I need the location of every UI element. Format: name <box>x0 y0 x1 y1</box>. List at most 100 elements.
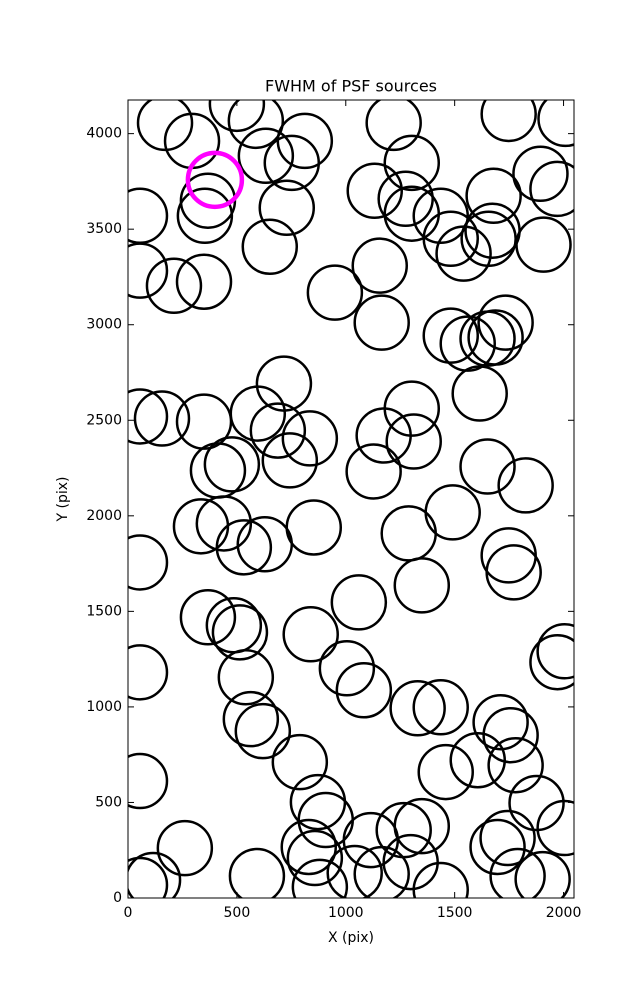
x-tick-label: 500 <box>224 905 251 921</box>
source-circle <box>236 516 294 573</box>
y-tick-label: 0 <box>113 890 122 906</box>
source-circle <box>128 534 169 591</box>
source-circle <box>241 218 299 276</box>
source-circle <box>217 649 275 706</box>
y-tick-label: 2000 <box>86 508 122 524</box>
source-circle <box>485 544 542 601</box>
source-circle <box>351 237 408 294</box>
source-circle <box>271 733 329 791</box>
source-circle <box>383 134 441 192</box>
source-circle <box>365 100 422 152</box>
source-circle <box>227 100 285 150</box>
source-circle <box>377 170 434 228</box>
source-circle <box>208 100 266 133</box>
y-tick-label: 4000 <box>86 126 122 142</box>
source-circle <box>175 253 233 310</box>
source-circle <box>222 690 280 748</box>
source-circle <box>422 210 479 267</box>
source-circle <box>342 811 400 869</box>
source-circle <box>459 438 516 495</box>
source-circle <box>417 743 474 801</box>
y-axis-label: Y (pix) <box>55 477 71 523</box>
source-circle <box>439 315 496 372</box>
source-circle <box>536 623 574 680</box>
source-circle <box>249 402 307 459</box>
y-tick-label: 500 <box>95 794 122 810</box>
source-circle <box>487 736 544 794</box>
source-circle <box>306 264 364 321</box>
source-circle <box>128 851 182 898</box>
source-circle <box>480 100 537 143</box>
source-circle <box>412 187 469 245</box>
source-circle <box>335 662 393 719</box>
source-circle <box>514 850 571 898</box>
source-circle <box>460 210 517 267</box>
source-circle <box>237 127 295 185</box>
source-circle <box>229 385 287 442</box>
source-circle <box>472 693 529 751</box>
source-circle <box>479 809 536 867</box>
marks <box>128 100 574 898</box>
source-circle <box>465 167 522 224</box>
source-circle <box>145 257 203 314</box>
source-circle <box>136 100 194 152</box>
source-circle <box>512 145 569 203</box>
source-circle <box>326 844 383 898</box>
source-circle <box>529 160 574 218</box>
source-circle <box>330 574 388 631</box>
source-circle <box>280 818 338 876</box>
source-circle <box>389 679 446 737</box>
source-circle <box>345 443 402 500</box>
source-circle <box>263 134 321 192</box>
source-circle <box>451 365 508 422</box>
source-circle <box>185 150 245 210</box>
x-tick-label: 0 <box>124 905 133 921</box>
y-tick-label: 1500 <box>86 603 122 619</box>
x-axis-label: X (pix) <box>328 930 374 946</box>
source-circle <box>228 847 286 898</box>
source-circle <box>529 633 574 691</box>
source-circle <box>203 436 261 493</box>
source-circle <box>128 752 169 810</box>
source-circle <box>515 216 572 273</box>
source-circle <box>156 819 214 877</box>
source-circle <box>489 847 546 898</box>
source-circle <box>133 390 191 447</box>
source-circle <box>537 100 574 148</box>
y-tick-label: 3500 <box>86 221 122 237</box>
source-circle <box>422 307 479 364</box>
source-circle <box>353 294 410 351</box>
source-circle <box>536 799 574 857</box>
y-tick-label: 3000 <box>86 317 122 333</box>
source-circle <box>282 606 339 663</box>
source-circle <box>393 557 451 614</box>
source-circle <box>179 589 237 646</box>
y-tick-label: 2500 <box>86 412 122 428</box>
source-circle <box>128 856 169 898</box>
source-circle <box>258 179 316 237</box>
source-circle <box>291 858 349 898</box>
source-circle <box>346 162 403 220</box>
source-circle <box>497 457 554 514</box>
source-circle <box>261 432 319 489</box>
source-circle <box>449 731 506 789</box>
source-circle <box>353 845 410 898</box>
source-circle <box>469 818 526 876</box>
source-circle <box>355 407 412 464</box>
source-circle <box>195 495 253 552</box>
x-tick-label: 2000 <box>546 905 582 921</box>
source-circle <box>128 644 169 701</box>
source-circle <box>234 702 292 760</box>
source-circle <box>286 829 344 887</box>
source-circle <box>176 187 234 245</box>
chart-title: FWHM of PSF sources <box>265 77 437 96</box>
x-tick-label: 1000 <box>328 905 364 921</box>
source-circle <box>412 679 469 736</box>
source-circle <box>211 604 269 661</box>
source-circle <box>467 309 524 366</box>
source-circle <box>318 640 376 697</box>
source-circle <box>385 413 442 470</box>
source-circle <box>477 294 534 351</box>
x-tick-label: 1500 <box>437 905 473 921</box>
